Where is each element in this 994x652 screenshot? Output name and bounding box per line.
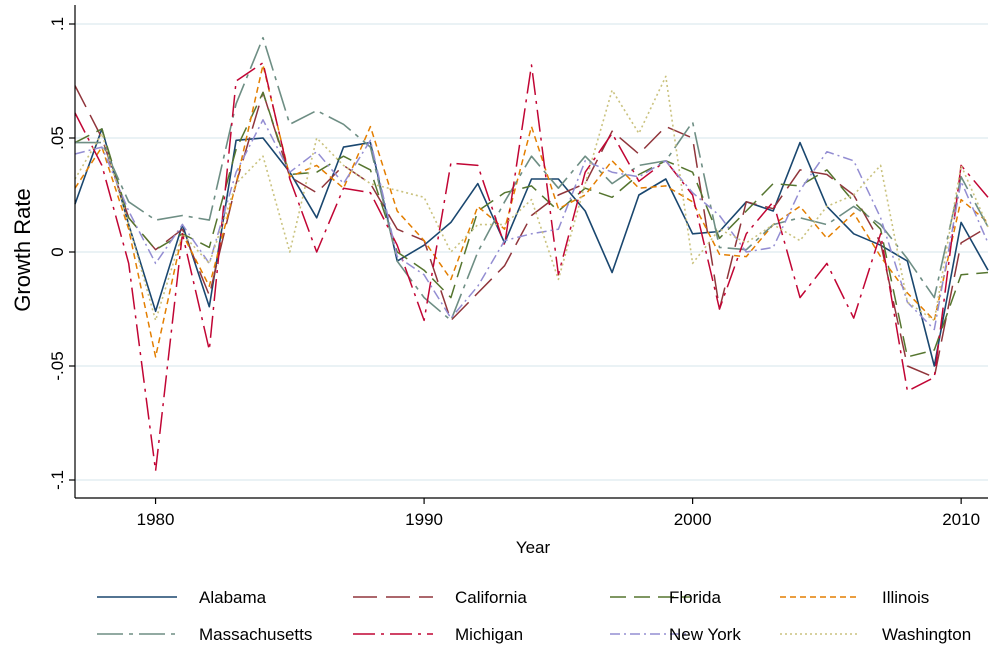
y-tick-label-4: .1 (48, 17, 67, 31)
x-axis-title: Year (516, 538, 551, 557)
legend-label-michigan: Michigan (455, 625, 523, 644)
series-lines (74, 36, 989, 472)
legend: Alabama California Florida Illinois Massachu… (97, 588, 971, 644)
x-tick-label-3: 2010 (942, 510, 980, 529)
y-tick-label-1: -.05 (48, 351, 67, 380)
x-tick-label-1: 1990 (405, 510, 443, 529)
x-tick-label-0: 1980 (137, 510, 175, 529)
series-line-illinois (74, 64, 989, 358)
legend-label-california: California (455, 588, 527, 607)
legend-label-washington: Washington (882, 625, 971, 644)
series-line-michigan (74, 62, 989, 472)
x-tick-label-2: 2000 (674, 510, 712, 529)
legend-label-massachusetts: Massachusetts (199, 625, 312, 644)
y-tick-label-0: -.1 (48, 470, 67, 490)
y-axis-ticks: -.1 -.05 0 .05 .1 (48, 17, 75, 490)
series-line-florida (74, 91, 989, 358)
series-line-alabama (74, 128, 989, 367)
legend-label-florida: Florida (669, 588, 722, 607)
series-line-california (74, 85, 989, 379)
y-axis-title: Growth Rate (10, 188, 35, 312)
series-line-massachusetts (75, 36, 989, 322)
series-line-new-york (74, 119, 989, 331)
gridlines (75, 23, 988, 481)
legend-label-illinois: Illinois (882, 588, 929, 607)
x-axis-ticks: 1980 1990 2000 2010 (137, 498, 980, 529)
legend-label-new-york: New York (669, 625, 741, 644)
y-tick-label-3: .05 (48, 126, 67, 150)
legend-label-alabama: Alabama (199, 588, 267, 607)
y-tick-label-2: 0 (48, 247, 67, 256)
series-line-washington (74, 75, 989, 322)
